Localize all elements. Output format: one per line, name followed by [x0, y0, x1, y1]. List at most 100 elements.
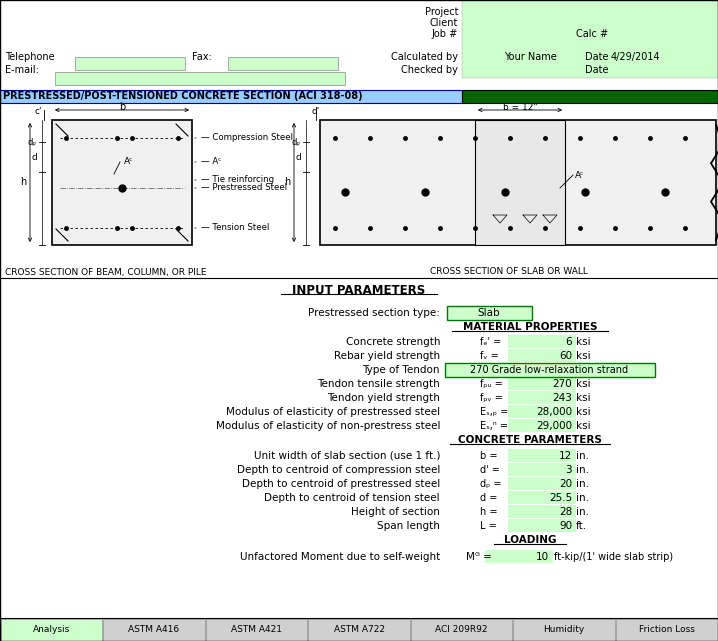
- Text: 243: 243: [552, 393, 572, 403]
- Bar: [508, 519, 576, 532]
- Text: E-mail:: E-mail:: [5, 65, 39, 75]
- Bar: [411, 619, 513, 641]
- Bar: [508, 335, 576, 348]
- Text: in.: in.: [576, 507, 589, 517]
- Text: ASTM A722: ASTM A722: [333, 626, 385, 635]
- Bar: [308, 619, 410, 641]
- Text: Project: Project: [424, 7, 458, 17]
- Text: ASTM A416: ASTM A416: [129, 626, 180, 635]
- Text: ksi: ksi: [576, 407, 591, 417]
- Text: ksi: ksi: [576, 421, 591, 431]
- Text: Concrete strength: Concrete strength: [345, 337, 440, 347]
- Text: Height of section: Height of section: [351, 507, 440, 517]
- Bar: [0, 90, 462, 103]
- Text: CROSS SECTION OF SLAB OR WALL: CROSS SECTION OF SLAB OR WALL: [430, 267, 588, 276]
- Bar: [55, 72, 345, 85]
- Text: — Compression Steel: — Compression Steel: [201, 133, 293, 142]
- Text: dₚ: dₚ: [292, 138, 301, 147]
- Text: Date: Date: [584, 65, 608, 75]
- Bar: [103, 619, 205, 641]
- Text: Slab: Slab: [477, 308, 500, 318]
- Text: Telephone: Telephone: [5, 52, 55, 62]
- Text: INPUT PARAMETERS: INPUT PARAMETERS: [292, 283, 426, 297]
- Bar: [320, 120, 716, 245]
- Text: fₚᵥ =: fₚᵥ =: [480, 393, 503, 403]
- Bar: [447, 306, 532, 320]
- Text: Modulus of elasticity of prestressed steel: Modulus of elasticity of prestressed ste…: [226, 407, 440, 417]
- Text: Fax:: Fax:: [192, 52, 212, 62]
- Text: Job #: Job #: [432, 29, 458, 39]
- Text: fₑ' =: fₑ' =: [480, 337, 501, 347]
- Bar: [75, 57, 185, 70]
- Bar: [475, 120, 565, 245]
- Text: dₚ =: dₚ =: [480, 479, 501, 489]
- Text: fₚᵤ =: fₚᵤ =: [480, 379, 503, 389]
- Text: 270: 270: [552, 379, 572, 389]
- Text: Depth to centroid of prestressed steel: Depth to centroid of prestressed steel: [242, 479, 440, 489]
- Bar: [616, 619, 717, 641]
- Bar: [508, 477, 576, 490]
- Bar: [485, 550, 553, 563]
- Bar: [508, 505, 576, 518]
- Text: ksi: ksi: [576, 351, 591, 361]
- Bar: [508, 377, 576, 390]
- Text: b: b: [119, 102, 125, 112]
- Text: — Tie reinforcing: — Tie reinforcing: [201, 176, 274, 185]
- Text: Type of Tendon: Type of Tendon: [363, 365, 440, 375]
- Text: Aᶜ: Aᶜ: [124, 158, 134, 167]
- Text: ft.: ft.: [576, 521, 587, 531]
- Text: dₚ: dₚ: [28, 138, 37, 147]
- Text: Unfactored Moment due to self-weight: Unfactored Moment due to self-weight: [240, 552, 440, 562]
- Text: 28,000: 28,000: [536, 407, 572, 417]
- Text: Humidity: Humidity: [544, 626, 584, 635]
- Text: h: h: [284, 177, 290, 187]
- Text: in.: in.: [576, 493, 589, 503]
- Text: — Aᶜ: — Aᶜ: [201, 158, 221, 167]
- Text: 90: 90: [559, 521, 572, 531]
- Text: ASTM A421: ASTM A421: [231, 626, 282, 635]
- Text: 10: 10: [536, 552, 549, 562]
- Text: Date: Date: [584, 52, 608, 62]
- Text: Tendon yield strength: Tendon yield strength: [327, 393, 440, 403]
- Text: Tendon tensile strength: Tendon tensile strength: [317, 379, 440, 389]
- Bar: [462, 90, 718, 103]
- Text: Unit width of slab section (use 1 ft.): Unit width of slab section (use 1 ft.): [253, 451, 440, 461]
- Text: 6: 6: [565, 337, 572, 347]
- Text: d: d: [32, 153, 37, 162]
- Text: CROSS SECTION OF BEAM, COLUMN, OR PILE: CROSS SECTION OF BEAM, COLUMN, OR PILE: [5, 267, 207, 276]
- Text: 270 Grade low-relaxation strand: 270 Grade low-relaxation strand: [470, 365, 628, 375]
- Text: 29,000: 29,000: [536, 421, 572, 431]
- Text: MATERIAL PROPERTIES: MATERIAL PROPERTIES: [462, 322, 597, 332]
- Bar: [462, 0, 718, 78]
- Text: fᵥ =: fᵥ =: [480, 351, 499, 361]
- Text: Aᶜ: Aᶜ: [575, 171, 584, 179]
- Text: 25.5: 25.5: [549, 493, 572, 503]
- Bar: [508, 491, 576, 504]
- Text: d': d': [312, 108, 320, 117]
- Bar: [52, 120, 192, 245]
- Bar: [513, 619, 615, 641]
- Text: 60: 60: [559, 351, 572, 361]
- Text: Rebar yield strength: Rebar yield strength: [334, 351, 440, 361]
- Text: Calculated by: Calculated by: [391, 52, 458, 62]
- Bar: [508, 419, 576, 432]
- Text: d' =: d' =: [480, 465, 500, 475]
- Text: b = 12": b = 12": [503, 103, 537, 112]
- Text: Analysis: Analysis: [32, 626, 70, 635]
- Text: ksi: ksi: [576, 379, 591, 389]
- Text: Your Name: Your Name: [503, 52, 556, 62]
- Text: 20: 20: [559, 479, 572, 489]
- Text: Calc #: Calc #: [576, 29, 608, 39]
- Bar: [508, 463, 576, 476]
- Text: 4/29/2014: 4/29/2014: [611, 52, 661, 62]
- Text: Eₛ,ⁿ =: Eₛ,ⁿ =: [480, 421, 508, 431]
- Text: b =: b =: [480, 451, 498, 461]
- Text: Checked by: Checked by: [401, 65, 458, 75]
- Text: Depth to centroid of compression steel: Depth to centroid of compression steel: [237, 465, 440, 475]
- Bar: [508, 349, 576, 362]
- Bar: [228, 57, 338, 70]
- Text: ksi: ksi: [576, 337, 591, 347]
- Text: — Tension Steel: — Tension Steel: [201, 224, 269, 233]
- Text: Depth to centroid of tension steel: Depth to centroid of tension steel: [264, 493, 440, 503]
- Bar: [508, 405, 576, 418]
